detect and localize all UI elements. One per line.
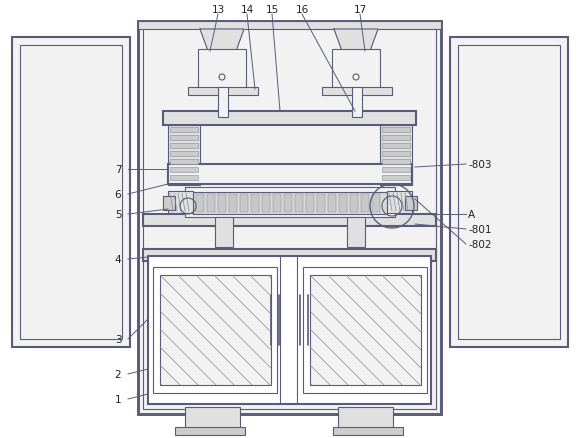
Bar [380,126,412,186]
Bar [163,197,175,211]
Bar [188,88,258,96]
Bar [332,50,380,90]
Bar [175,427,245,435]
Bar [458,46,560,339]
Bar [284,194,292,212]
Bar [196,194,204,212]
Bar [170,152,198,157]
Bar [193,193,387,215]
Bar [148,256,431,404]
Bar [372,194,380,212]
Text: 5: 5 [115,209,122,219]
Polygon shape [200,30,244,52]
Bar [168,165,412,184]
Polygon shape [334,30,378,52]
Bar [143,249,436,261]
Text: 15: 15 [265,5,278,15]
Text: -803: -803 [468,159,492,170]
Bar [138,22,441,414]
Text: -802: -802 [468,240,492,249]
Bar [218,194,226,212]
Bar [303,267,427,393]
Bar [347,218,365,247]
Bar [170,136,198,141]
Text: 6: 6 [115,190,122,200]
Bar [382,176,410,180]
Text: 7: 7 [115,165,122,175]
Bar [163,112,416,126]
Bar [382,128,410,133]
Bar [361,194,369,212]
Bar [382,136,410,141]
Bar [450,38,568,347]
Text: 16: 16 [295,5,309,15]
Bar [168,126,200,186]
Text: A: A [468,209,475,219]
Bar [333,427,403,435]
Bar [143,27,436,409]
Bar [310,276,421,385]
Bar [170,128,198,133]
Bar [143,215,436,226]
Bar [262,194,270,212]
Bar [306,194,314,212]
Bar [153,267,277,393]
Text: 2: 2 [115,369,122,379]
Bar [215,218,233,247]
Bar [251,194,259,212]
Bar [198,50,246,90]
Text: 13: 13 [211,5,225,15]
Bar [339,194,347,212]
Bar [295,194,303,212]
Bar [328,194,336,212]
Bar [229,194,237,212]
Bar [168,191,193,213]
Bar [170,144,198,148]
Bar [387,191,412,213]
Text: 1: 1 [115,394,122,404]
Text: -801: -801 [468,225,492,234]
Bar [160,276,271,385]
Bar [185,407,240,429]
Bar [138,22,441,30]
Bar [382,168,410,173]
Bar [170,159,198,165]
Bar [382,144,410,148]
Bar [170,176,198,180]
Bar [350,194,358,212]
Bar [405,197,417,211]
Bar [12,38,130,347]
Bar [20,46,122,339]
Text: 4: 4 [115,254,122,265]
Bar [338,407,393,429]
Bar [273,194,281,212]
Bar [382,159,410,165]
Text: 17: 17 [353,5,367,15]
Bar [218,88,228,118]
Bar [352,88,362,118]
Bar [240,194,248,212]
Bar [322,88,392,96]
Bar [382,152,410,157]
Text: 14: 14 [240,5,254,15]
Bar [185,187,395,218]
Bar [317,194,325,212]
Bar [170,168,198,173]
Text: 3: 3 [115,334,122,344]
Bar [207,194,215,212]
